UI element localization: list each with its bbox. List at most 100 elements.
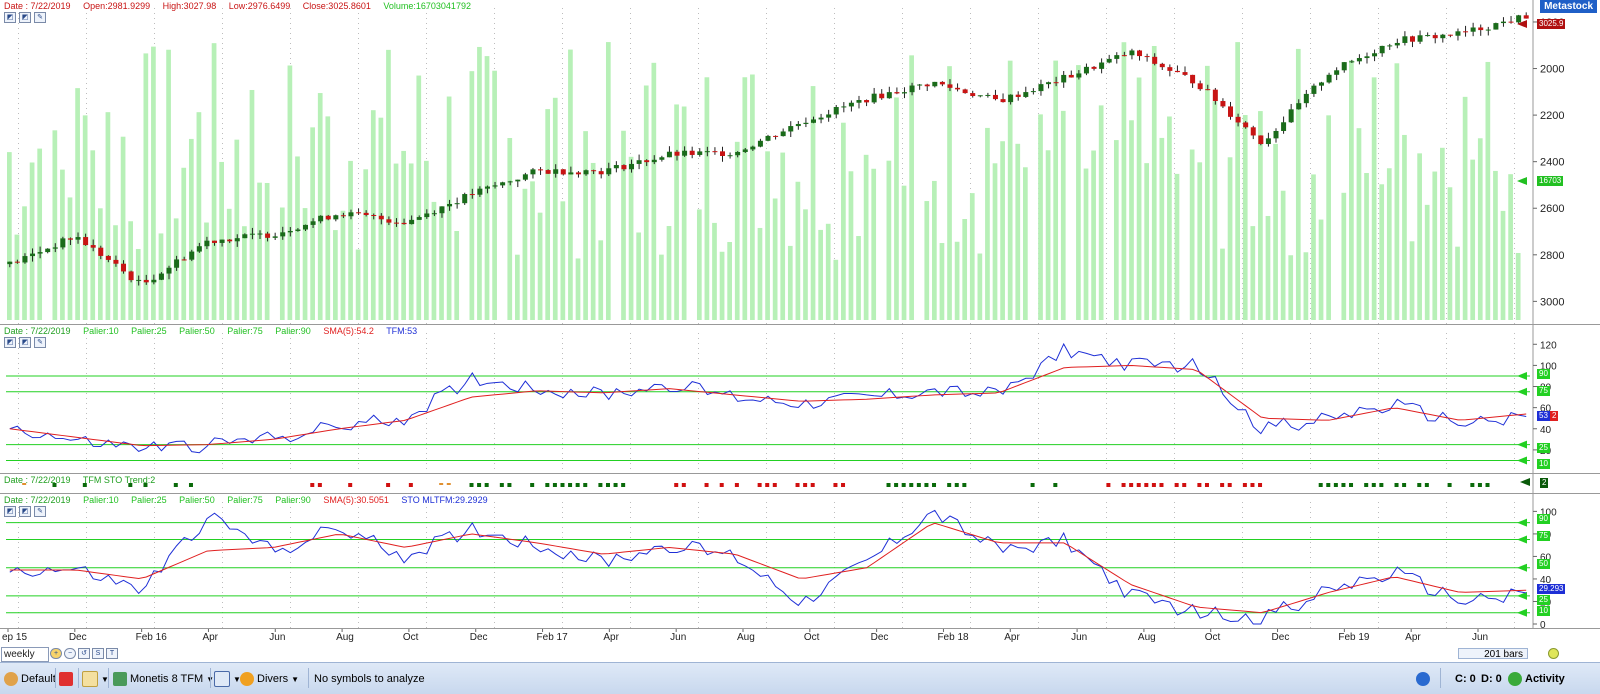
- grid-dot: [766, 18, 767, 19]
- grid-dot: [970, 597, 971, 598]
- candle-body: [1311, 85, 1317, 94]
- grid-dot: [834, 58, 835, 59]
- grid-dot: [290, 547, 291, 548]
- window-button[interactable]: ▼: [214, 670, 241, 688]
- grid-dot: [1174, 517, 1175, 518]
- grid-dot: [86, 617, 87, 618]
- grid-dot: [1106, 108, 1107, 109]
- grid-dot: [630, 418, 631, 419]
- grid-dot: [358, 383, 359, 384]
- grid-dot: [18, 183, 19, 184]
- zoom-icon[interactable]: ◩: [4, 506, 16, 517]
- grid-dot: [834, 512, 835, 513]
- grid-dot: [902, 368, 903, 369]
- grid-dot: [154, 458, 155, 459]
- period-select[interactable]: weekly: [1, 647, 49, 662]
- level-badge-90: 90: [1537, 514, 1550, 524]
- grid-dot: [1514, 98, 1515, 99]
- grid-dot: [358, 353, 359, 354]
- monetis-system-button[interactable]: Monetis 8 TFM ▼: [113, 670, 214, 688]
- zoom-icon[interactable]: ◩: [4, 12, 16, 23]
- grid-dot: [698, 393, 699, 394]
- tfm-panel[interactable]: 12010080604020 Date : 7/22/2019 Palier:1…: [0, 325, 1600, 474]
- grid-dot: [562, 572, 563, 573]
- volume-bar: [901, 185, 907, 320]
- grid-dot: [970, 617, 971, 618]
- grid-dot: [426, 617, 427, 618]
- grid-dot: [18, 88, 19, 89]
- grid-dot: [358, 373, 359, 374]
- grid-dot: [18, 333, 19, 334]
- grid-dot: [562, 373, 563, 374]
- trend-panel[interactable]: Date : 7/22/2019 TFM STO Trend:2 2: [0, 474, 1600, 494]
- volume-bar: [515, 254, 520, 320]
- zoom-in-icon[interactable]: +: [50, 648, 62, 659]
- grid-dot: [1174, 443, 1175, 444]
- grid-dot: [834, 408, 835, 409]
- trend-block: [317, 483, 322, 487]
- candle-body: [773, 135, 779, 137]
- price-arrow-icon: [1517, 20, 1527, 28]
- divers-button[interactable]: Divers ▼: [240, 670, 299, 688]
- grid-dot: [562, 128, 563, 129]
- zoom-icon[interactable]: ◩: [4, 337, 16, 348]
- grid-dot: [1242, 243, 1243, 244]
- price-panel[interactable]: 3000280026002400220020001800 Date : 7/22…: [0, 0, 1600, 325]
- grid-dot: [1378, 378, 1379, 379]
- grid-dot: [1310, 507, 1311, 508]
- edit-icon[interactable]: ✎: [34, 506, 46, 517]
- grid-dot: [18, 143, 19, 144]
- volume-bar: [333, 230, 338, 320]
- grid-dot: [426, 577, 427, 578]
- candle-body: [704, 151, 710, 153]
- grid-dot: [698, 13, 699, 14]
- grid-dot: [1446, 213, 1447, 214]
- grid-dot: [1514, 258, 1515, 259]
- t-button[interactable]: T: [106, 648, 118, 659]
- grid-dot: [1106, 373, 1107, 374]
- grid-dot: [1174, 293, 1175, 294]
- grid-dot: [1038, 527, 1039, 528]
- grid-dot: [1038, 8, 1039, 9]
- zoom-out-icon[interactable]: −: [64, 648, 76, 659]
- y-tick-label: 2200: [1540, 110, 1564, 122]
- grid-dot: [18, 547, 19, 548]
- grid-dot: [698, 63, 699, 64]
- properties-icon[interactable]: ◩: [19, 12, 31, 23]
- properties-icon[interactable]: ◩: [19, 337, 31, 348]
- zoom-reset-icon[interactable]: ↺: [78, 648, 90, 659]
- live-indicator-icon[interactable]: [1548, 648, 1559, 659]
- grid-dot: [1378, 98, 1379, 99]
- grid-dot: [1106, 507, 1107, 508]
- level-badge-75: 75: [1537, 531, 1550, 541]
- grid-dot: [494, 48, 495, 49]
- volume-bar: [151, 46, 156, 320]
- pencil-icon: [82, 671, 98, 687]
- grid-dot: [1310, 443, 1311, 444]
- s-button[interactable]: S: [92, 648, 104, 659]
- grid-dot: [1378, 577, 1379, 578]
- activity-button[interactable]: Activity: [1508, 670, 1565, 688]
- edit-icon[interactable]: ✎: [34, 12, 46, 23]
- candle-body: [348, 212, 354, 217]
- volume-bar: [113, 225, 118, 320]
- grid-dot: [1514, 443, 1515, 444]
- grid-dot: [630, 562, 631, 563]
- draw-tool-button[interactable]: ▼: [82, 670, 109, 688]
- scrollbar[interactable]: 201 bars: [1458, 648, 1528, 660]
- grid-dot: [630, 33, 631, 34]
- grid-dot: [970, 532, 971, 533]
- grid-dot: [766, 323, 767, 324]
- edit-icon[interactable]: ✎: [34, 337, 46, 348]
- info-button[interactable]: [1416, 670, 1430, 688]
- grid-dot: [222, 557, 223, 558]
- grid-dot: [698, 113, 699, 114]
- layout-default[interactable]: Default: [4, 670, 56, 688]
- grid-dot: [154, 517, 155, 518]
- grid-dot: [358, 527, 359, 528]
- grid-dot: [1174, 383, 1175, 384]
- close-layout-button[interactable]: [59, 670, 73, 688]
- sto-panel[interactable]: 100806040200 Date : 7/22/2019 Palier:10 …: [0, 494, 1600, 628]
- grid-dot: [902, 183, 903, 184]
- properties-icon[interactable]: ◩: [19, 506, 31, 517]
